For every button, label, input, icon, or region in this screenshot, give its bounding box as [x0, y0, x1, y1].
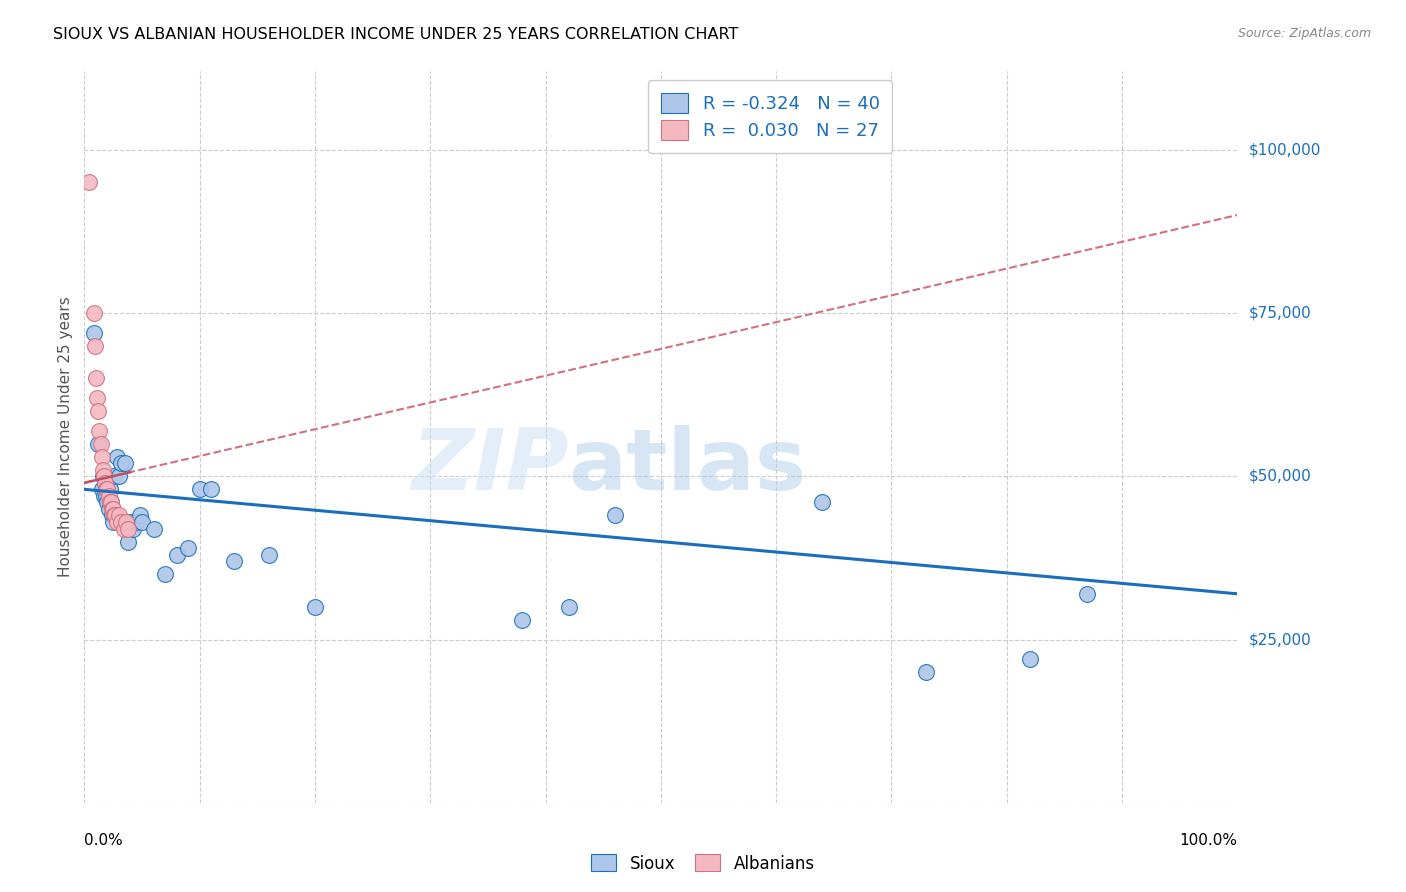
Point [512, 613, 534, 627]
Point [811, 495, 834, 509]
Point [94, 475, 117, 490]
Point [110, 456, 132, 470]
Point [125, 515, 148, 529]
Point [96, 483, 118, 497]
Point [100, 495, 122, 509]
Text: Source: ZipAtlas.com: Source: ZipAtlas.com [1237, 27, 1371, 40]
Point [131, 515, 153, 529]
Point [108, 469, 131, 483]
Point [86, 391, 108, 405]
Text: $100,000: $100,000 [1249, 142, 1320, 157]
Point [96, 495, 118, 509]
Point [114, 456, 136, 470]
Point [105, 450, 128, 464]
Point [257, 548, 280, 562]
Text: SIOUX VS ALBANIAN HOUSEHOLDER INCOME UNDER 25 YEARS CORRELATION CHART: SIOUX VS ALBANIAN HOUSEHOLDER INCOME UND… [53, 27, 738, 42]
Point [128, 508, 150, 523]
Point [91, 463, 114, 477]
Point [112, 521, 135, 535]
Point [153, 567, 176, 582]
Text: $75,000: $75,000 [1249, 305, 1312, 320]
Point [166, 548, 188, 562]
Point [105, 515, 128, 529]
Point [98, 483, 121, 497]
Point [97, 489, 120, 503]
Text: 0.0%: 0.0% [84, 833, 124, 848]
Point [103, 515, 124, 529]
Point [89, 436, 111, 450]
Point [224, 554, 246, 568]
Point [89, 424, 111, 438]
Point [101, 502, 124, 516]
Text: $25,000: $25,000 [1249, 632, 1312, 647]
Point [177, 541, 200, 555]
Text: ZIP: ZIP [411, 425, 568, 508]
Point [603, 508, 626, 523]
Point [200, 483, 222, 497]
Point [110, 515, 132, 529]
Point [91, 469, 114, 483]
Point [100, 495, 122, 509]
Point [1018, 652, 1040, 666]
Point [90, 483, 112, 497]
Point [83, 326, 105, 340]
Point [90, 450, 112, 464]
Y-axis label: Householder Income Under 25 years: Householder Income Under 25 years [58, 297, 73, 577]
Point [120, 515, 142, 529]
Legend: R = -0.324   N = 40, R =  0.030   N = 27: R = -0.324 N = 40, R = 0.030 N = 27 [648, 80, 893, 153]
Point [93, 489, 115, 503]
Point [103, 469, 125, 483]
Point [96, 483, 118, 497]
Point [117, 534, 139, 549]
Point [115, 515, 138, 529]
Point [117, 521, 139, 535]
Point [188, 483, 211, 497]
Point [77, 175, 100, 189]
Point [103, 502, 124, 516]
Point [142, 521, 165, 535]
Point [304, 599, 326, 614]
Point [104, 508, 127, 523]
Point [108, 508, 131, 523]
Point [83, 306, 105, 320]
Point [83, 338, 105, 352]
Point [84, 371, 107, 385]
Point [93, 469, 115, 483]
Point [915, 665, 938, 680]
Point [96, 489, 118, 503]
Point [1076, 587, 1098, 601]
Text: 100.0%: 100.0% [1180, 833, 1237, 848]
Point [87, 436, 110, 450]
Point [94, 475, 117, 490]
Point [101, 508, 124, 523]
Point [557, 599, 579, 614]
Point [87, 404, 110, 418]
Text: atlas: atlas [568, 425, 807, 508]
Point [97, 502, 120, 516]
Text: $50,000: $50,000 [1249, 469, 1312, 483]
Point [98, 495, 121, 509]
Point [121, 521, 143, 535]
Point [103, 508, 125, 523]
Legend: Sioux, Albanians: Sioux, Albanians [585, 847, 821, 880]
